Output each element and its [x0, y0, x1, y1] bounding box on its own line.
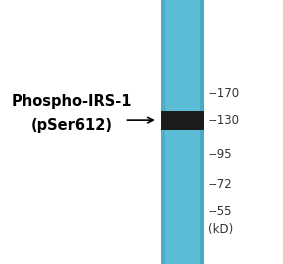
- Text: (pSer612): (pSer612): [31, 118, 113, 133]
- Text: --170: --170: [209, 87, 240, 100]
- Text: --130: --130: [209, 114, 239, 127]
- Bar: [200, 0, 204, 264]
- Text: (kD): (kD): [208, 223, 233, 236]
- Text: --72: --72: [209, 178, 232, 191]
- Bar: [160, 0, 204, 264]
- Bar: [160, 0, 165, 264]
- Text: --55: --55: [209, 205, 232, 218]
- Text: Phospho-IRS-1: Phospho-IRS-1: [11, 94, 132, 109]
- Text: --95: --95: [209, 148, 232, 161]
- Bar: [160, 111, 204, 130]
